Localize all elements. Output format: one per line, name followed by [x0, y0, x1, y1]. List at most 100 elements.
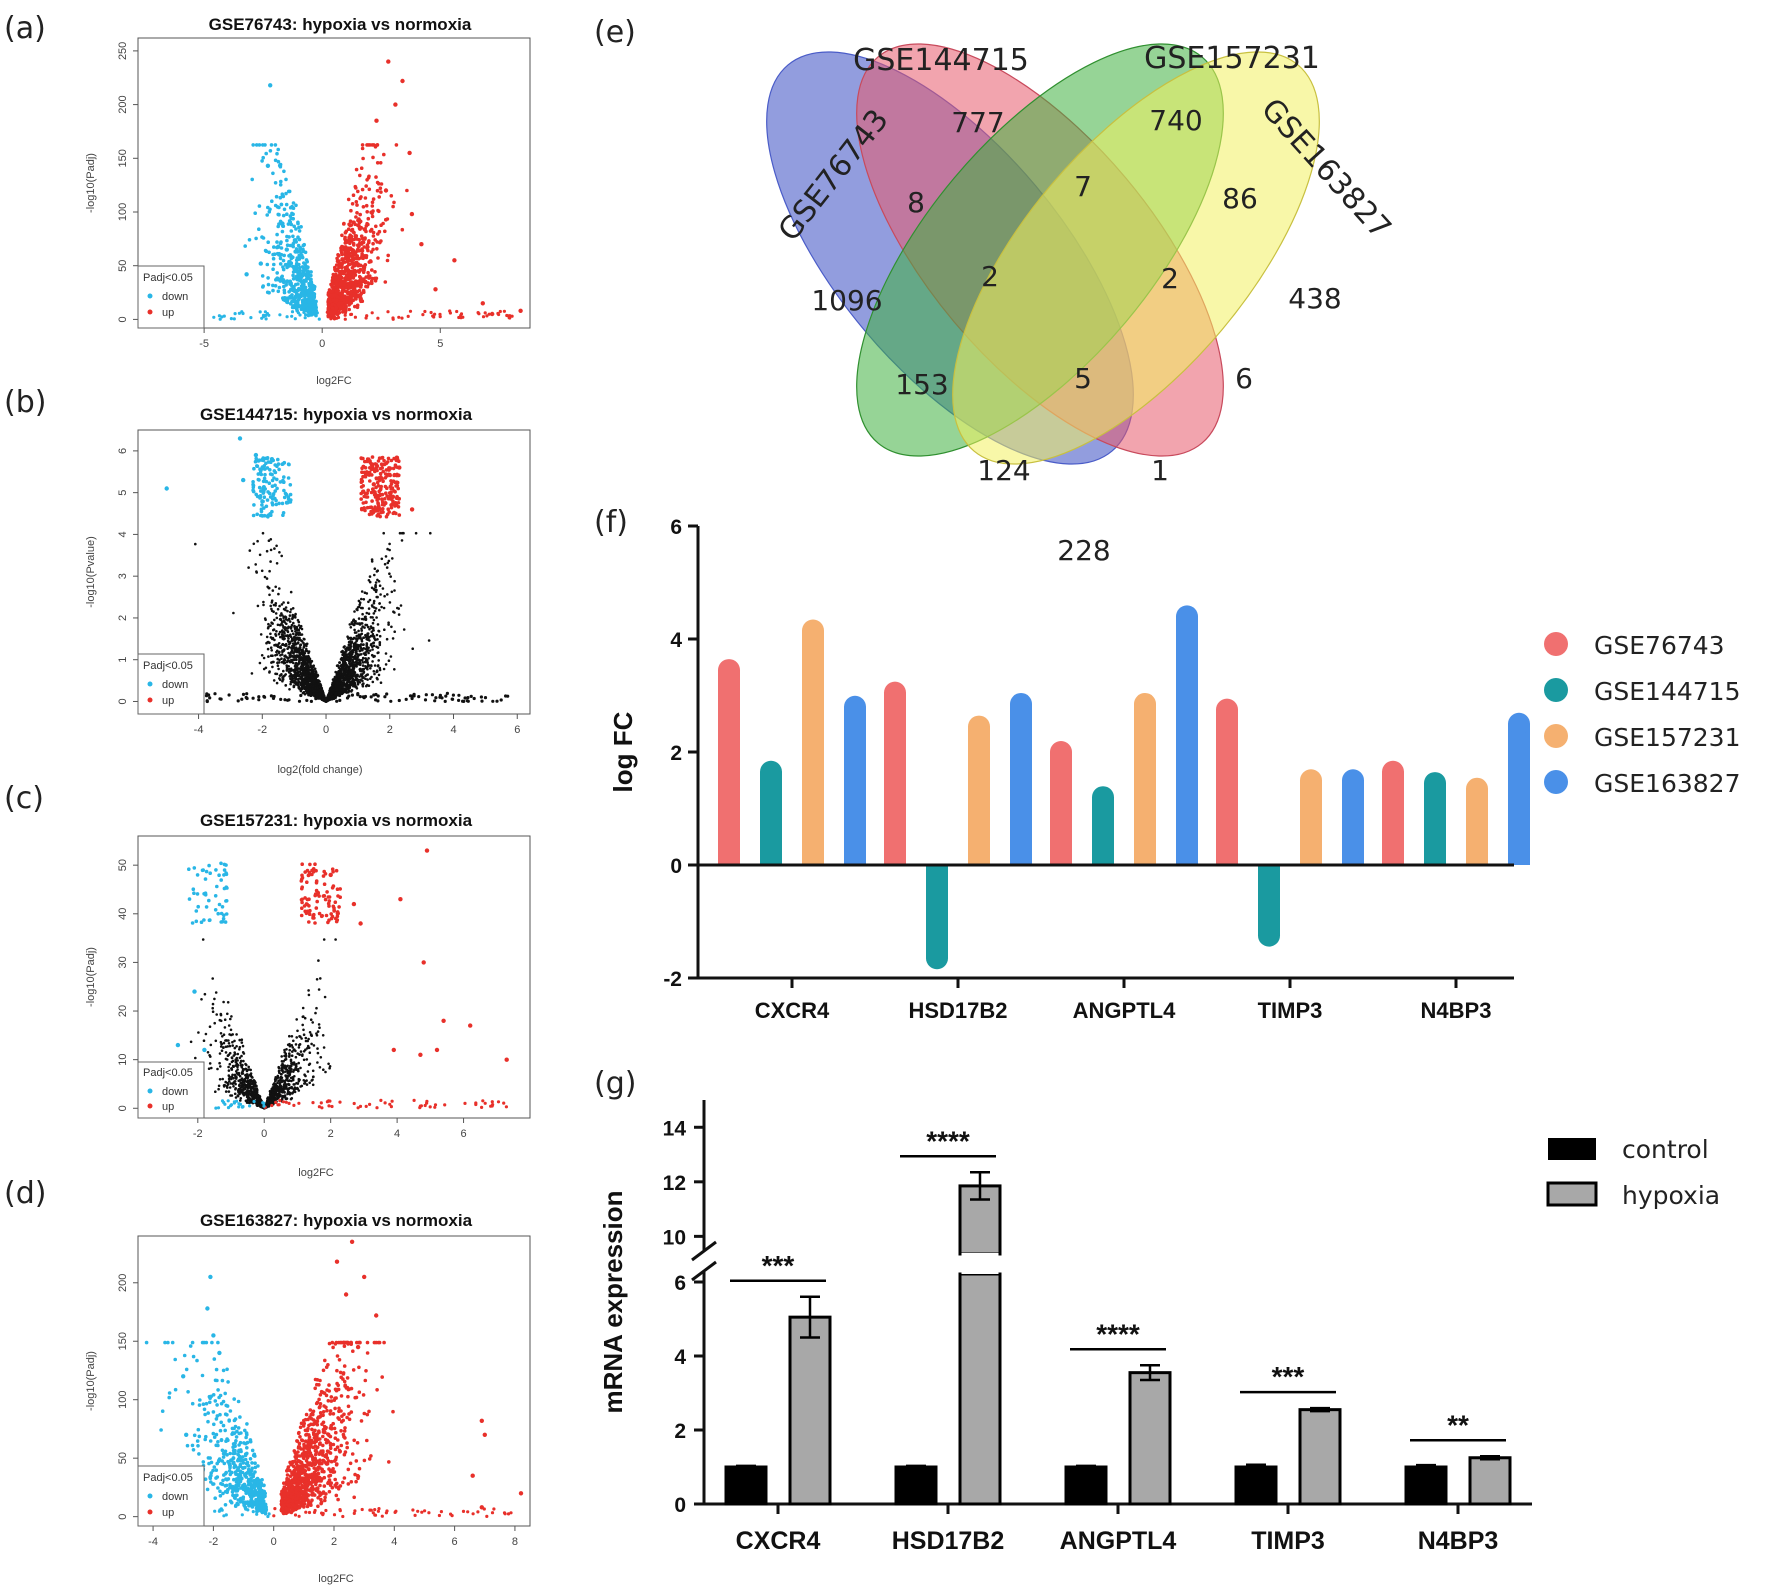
volcano-point-up	[375, 480, 380, 485]
volcano-point-down	[280, 274, 285, 279]
volcano-b-ylabel: -log10(Pvalue)	[85, 536, 97, 608]
volcano-point-ns	[204, 1032, 208, 1036]
volcano-ytick-label: 4	[117, 531, 129, 537]
volcano-point-ns	[339, 673, 342, 676]
volcano-point-up	[355, 249, 360, 253]
volcano-point-ns	[368, 598, 372, 602]
volcano-point-ns	[379, 593, 382, 596]
volcano-point-ns	[378, 641, 382, 644]
volcano-point-ns	[289, 682, 292, 686]
volcano-point-ns	[348, 653, 351, 656]
volcano-point-up	[361, 156, 365, 161]
volcano-point-ns	[368, 627, 371, 631]
volcano-point-down	[288, 205, 293, 210]
volcano-point-up	[353, 261, 358, 265]
volcano-point-ns	[313, 689, 317, 693]
volcano-point-baseline	[476, 311, 480, 315]
volcano-point-up	[329, 289, 334, 293]
volcano-point-ns	[275, 681, 279, 685]
volcano-point-down	[295, 302, 299, 307]
volcano-outlier-up	[433, 287, 438, 292]
volcano-a-legend-down-swatch	[147, 293, 153, 299]
volcano-point-ns	[372, 644, 376, 648]
volcano-point-ns	[277, 642, 281, 645]
volcano-point-down	[289, 222, 294, 227]
volcano-point-up	[387, 468, 391, 472]
volcano-point-ns	[339, 685, 342, 689]
volcano-point-up	[388, 472, 392, 477]
volcano-point-down	[265, 498, 270, 502]
volcano-point-ns	[387, 621, 390, 624]
volcano-point-ns	[278, 604, 281, 608]
volcano-point-ns	[217, 1087, 220, 1091]
volcano-point-up	[364, 224, 369, 228]
volcano-point-baseline	[487, 312, 491, 316]
volcano-point-ns	[311, 684, 315, 688]
volcano-point-up	[353, 269, 357, 273]
volcano-point-up	[363, 196, 368, 200]
volcano-b-title: GSE144715: hypoxia vs normoxia	[200, 405, 473, 424]
volcano-point-up	[370, 204, 375, 208]
volcano-point-down	[272, 262, 276, 267]
volcano-point-baseline	[312, 309, 317, 313]
volcano-point-ns	[365, 611, 369, 615]
volcano-point-ns	[344, 656, 348, 659]
volcano-point-baseline	[219, 697, 223, 701]
volcano-point-ns	[344, 664, 348, 667]
volcano-point-down	[286, 189, 291, 194]
volcano-point-ns	[303, 663, 306, 666]
volcano-point-baseline	[329, 696, 334, 701]
volcano-point-baseline	[386, 310, 390, 314]
volcano-point-up	[380, 502, 385, 507]
volcano-point-up	[367, 240, 371, 245]
volcano-outlier-up	[393, 102, 398, 107]
volcano-point-down	[288, 500, 293, 504]
volcano-point-ns	[375, 595, 379, 599]
volcano-point-ns	[219, 1032, 223, 1035]
volcano-point-ns	[335, 664, 339, 667]
volcano-point-down	[257, 485, 262, 490]
volcano-point-ns	[355, 650, 358, 653]
volcano-point-ns	[377, 630, 381, 633]
volcano-point-up	[371, 197, 376, 201]
volcano-point-down	[258, 494, 263, 498]
volcano-point-up	[366, 281, 370, 285]
volcano-ytick-label: 5	[117, 490, 129, 496]
panel-label-c: (c)	[4, 781, 44, 816]
volcano-point-ns	[384, 652, 388, 655]
volcano-point-baseline	[438, 695, 442, 699]
volcano-point-ns	[266, 626, 270, 630]
volcano-point-ns	[289, 641, 292, 645]
volcano-point-down	[289, 216, 294, 221]
volcano-point-baseline	[433, 312, 437, 316]
volcano-point-ns	[399, 604, 403, 607]
volcano-point-up	[349, 208, 353, 213]
volcano-point-ns	[300, 686, 303, 690]
volcano-point-baseline	[324, 697, 328, 701]
volcano-point-baseline	[232, 317, 236, 321]
volcano-point-down	[273, 284, 278, 288]
volcano-point-baseline	[305, 698, 309, 703]
volcano-point-down	[292, 287, 297, 292]
volcano-point-ns	[356, 683, 360, 686]
volcano-point-down	[290, 211, 294, 216]
volcano-ytick-label: 6	[117, 448, 129, 454]
volcano-point-down	[271, 171, 275, 176]
volcano-point-ns	[299, 643, 303, 646]
volcano-point-down	[279, 246, 284, 250]
volcano-ytick-label: 2	[117, 615, 129, 621]
volcano-ytick-label: 250	[117, 42, 129, 60]
volcano-point-baseline	[290, 310, 295, 314]
volcano-point-down	[251, 513, 256, 518]
volcano-point-baseline	[260, 316, 264, 320]
volcano-point-down	[312, 287, 316, 292]
volcano-point-ns	[397, 613, 401, 616]
volcano-point-down	[264, 504, 269, 509]
volcano-point-ns	[367, 607, 371, 610]
volcano-point-ns	[365, 658, 369, 662]
volcano-point-down	[301, 243, 306, 248]
volcano-point-down	[278, 262, 283, 266]
volcano-point-ns	[284, 684, 288, 687]
volcano-point-ns	[378, 584, 382, 587]
volcano-point-ns	[288, 634, 291, 638]
